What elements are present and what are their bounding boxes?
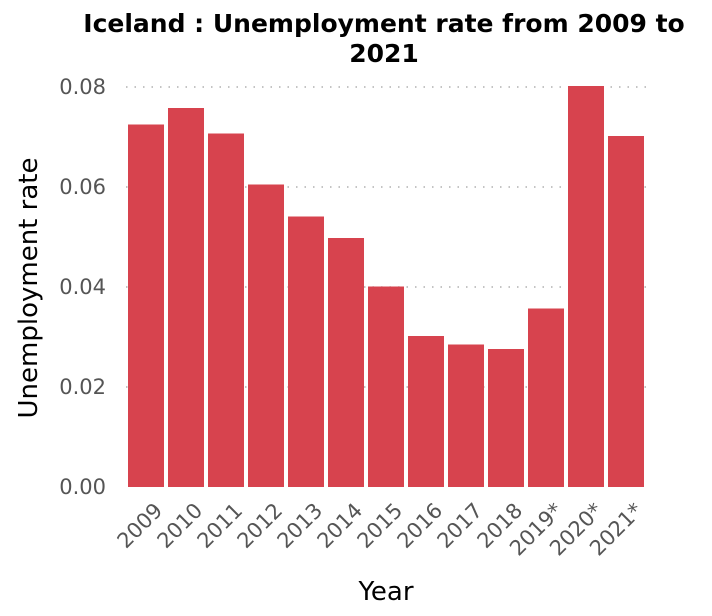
x-tick-label: 2012 xyxy=(233,498,288,553)
bar-2019 xyxy=(528,308,564,487)
bar-2015 xyxy=(368,286,404,487)
bar-2011 xyxy=(208,133,244,487)
x-tick-label: 2009 xyxy=(113,498,168,553)
x-tick-label: 2017 xyxy=(433,498,488,553)
y-axis-label: Unemployment rate xyxy=(14,158,44,419)
bar-2009 xyxy=(128,124,164,487)
bars xyxy=(128,86,644,487)
bar-2018 xyxy=(488,349,524,487)
x-tick-label: 2014 xyxy=(313,498,368,553)
bar-2021 xyxy=(608,136,644,487)
bar-2010 xyxy=(168,108,204,487)
x-tick-label: 2016 xyxy=(393,498,448,553)
y-tick-labels: 0.00 0.02 0.04 0.06 0.08 xyxy=(59,75,106,499)
bar-2014 xyxy=(328,238,364,487)
y-tick-label: 0.02 xyxy=(59,375,106,399)
y-tick-label: 0.06 xyxy=(59,175,106,199)
x-tick-label: 2010 xyxy=(153,498,208,553)
x-tick-label: 2011 xyxy=(193,498,248,553)
bar-2012 xyxy=(248,184,284,487)
bar-2017 xyxy=(448,344,484,487)
y-tick-label: 0.00 xyxy=(59,475,106,499)
bar-2016 xyxy=(408,336,444,487)
y-tick-label: 0.08 xyxy=(59,75,106,99)
bar-2020 xyxy=(568,86,604,487)
chart-title-line-2: 2021 xyxy=(349,39,419,68)
chart-title-line-1: Iceland : Unemployment rate from 2009 to xyxy=(83,9,684,38)
x-tick-labels: 2009201020112012201320142015201620172018… xyxy=(113,498,648,560)
y-tick-label: 0.04 xyxy=(59,275,106,299)
x-tick-label: 2013 xyxy=(273,498,328,553)
bar-2013 xyxy=(288,216,324,487)
x-axis-label: Year xyxy=(357,577,413,607)
x-tick-label: 2015 xyxy=(353,498,408,553)
